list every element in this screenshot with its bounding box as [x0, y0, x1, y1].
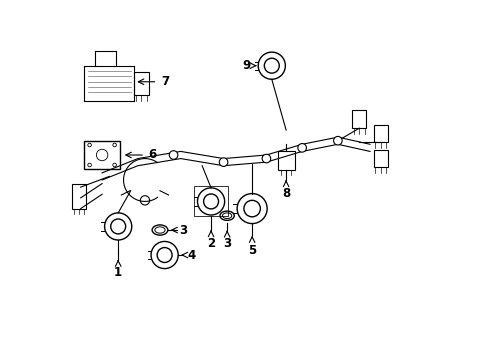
- Circle shape: [262, 154, 270, 163]
- Bar: [277, 151, 294, 170]
- Text: 7: 7: [161, 75, 169, 88]
- Circle shape: [334, 136, 342, 145]
- Text: 4: 4: [188, 248, 196, 261]
- Text: 3: 3: [179, 224, 187, 237]
- Text: 3: 3: [223, 237, 231, 250]
- Bar: [373, 125, 388, 143]
- Bar: [373, 150, 388, 167]
- Circle shape: [220, 158, 228, 166]
- Circle shape: [169, 151, 178, 159]
- Bar: [134, 72, 148, 95]
- Bar: [72, 184, 86, 208]
- Bar: [194, 186, 228, 216]
- Text: 1: 1: [114, 266, 122, 279]
- Text: 8: 8: [282, 187, 290, 200]
- Text: 2: 2: [207, 237, 215, 250]
- Bar: [352, 111, 367, 128]
- Text: 5: 5: [248, 244, 256, 257]
- Text: 6: 6: [148, 148, 157, 162]
- Circle shape: [140, 196, 149, 205]
- Circle shape: [298, 144, 306, 152]
- Text: 9: 9: [242, 59, 250, 72]
- Bar: [84, 141, 120, 169]
